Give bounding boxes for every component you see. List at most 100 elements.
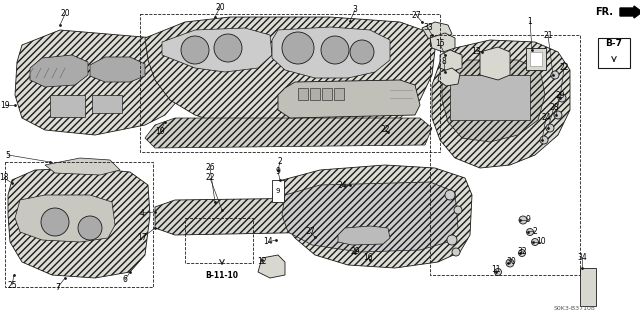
Text: 3: 3 (353, 5, 357, 14)
Polygon shape (278, 80, 420, 118)
Circle shape (531, 239, 538, 246)
Text: 24: 24 (541, 114, 551, 122)
Bar (92, 95, 122, 113)
Text: 28: 28 (549, 102, 559, 112)
Text: 24: 24 (337, 181, 347, 189)
Polygon shape (15, 30, 185, 135)
Polygon shape (45, 158, 120, 175)
Text: 5: 5 (6, 151, 10, 160)
Circle shape (321, 36, 349, 64)
Text: 22: 22 (380, 125, 390, 135)
Polygon shape (15, 195, 115, 242)
Polygon shape (430, 33, 455, 52)
Polygon shape (282, 182, 458, 252)
Text: 18: 18 (0, 174, 9, 182)
Circle shape (41, 208, 69, 236)
Bar (580, 268, 596, 306)
Bar (298, 88, 308, 100)
Polygon shape (145, 17, 435, 135)
Text: 19: 19 (0, 100, 10, 109)
Polygon shape (145, 118, 432, 148)
Bar (598, 38, 630, 68)
Text: 34: 34 (577, 254, 587, 263)
Circle shape (551, 71, 559, 79)
Text: 13: 13 (471, 47, 481, 56)
Polygon shape (8, 168, 150, 278)
Bar (322, 88, 332, 100)
Polygon shape (442, 60, 545, 142)
Text: 9: 9 (276, 167, 280, 175)
Bar (530, 52, 542, 66)
Circle shape (506, 259, 514, 267)
Text: 29: 29 (350, 248, 360, 256)
Circle shape (445, 190, 455, 200)
Text: 14: 14 (263, 238, 273, 247)
FancyArrow shape (620, 6, 640, 18)
Text: 25: 25 (7, 280, 17, 290)
Polygon shape (272, 27, 390, 78)
Circle shape (518, 249, 525, 256)
Polygon shape (30, 55, 88, 87)
Polygon shape (338, 226, 390, 245)
Polygon shape (438, 68, 460, 86)
Text: 30: 30 (506, 256, 516, 265)
Text: 27: 27 (305, 227, 315, 236)
Text: 12: 12 (257, 257, 267, 266)
Circle shape (540, 136, 548, 144)
Text: 19: 19 (155, 128, 165, 137)
Text: 21: 21 (543, 31, 553, 40)
Circle shape (527, 228, 534, 235)
Text: S0K3-B37108: S0K3-B37108 (554, 306, 596, 310)
Circle shape (554, 111, 562, 119)
Circle shape (452, 248, 460, 256)
Text: 2: 2 (532, 226, 538, 235)
Text: B-7: B-7 (605, 40, 623, 48)
Text: 8: 8 (442, 57, 446, 66)
Polygon shape (162, 28, 272, 72)
Text: 10: 10 (536, 238, 546, 247)
Circle shape (447, 235, 457, 245)
Text: 33: 33 (423, 24, 433, 33)
Text: FR.: FR. (595, 7, 613, 17)
Polygon shape (432, 40, 570, 168)
Text: 22: 22 (205, 174, 215, 182)
Circle shape (282, 32, 314, 64)
Circle shape (78, 216, 102, 240)
Circle shape (454, 206, 462, 214)
Bar (272, 180, 284, 202)
Text: 4: 4 (140, 209, 145, 218)
Text: 20: 20 (60, 10, 70, 19)
Text: 7: 7 (56, 283, 60, 292)
Bar (50, 95, 85, 117)
Bar (526, 48, 546, 70)
Text: 22: 22 (559, 63, 569, 72)
Circle shape (214, 34, 242, 62)
Text: 29: 29 (555, 92, 565, 100)
Text: 11: 11 (492, 265, 500, 275)
Text: 1: 1 (527, 17, 532, 26)
Text: 27: 27 (411, 11, 421, 19)
Text: 26: 26 (205, 164, 215, 173)
Circle shape (546, 124, 554, 132)
Polygon shape (272, 165, 472, 268)
Circle shape (350, 40, 374, 64)
Circle shape (558, 94, 566, 102)
Text: 9: 9 (276, 188, 280, 194)
Text: 32: 32 (517, 248, 527, 256)
Bar (450, 75, 530, 120)
Text: 17: 17 (137, 234, 147, 242)
Circle shape (519, 216, 527, 224)
Bar (334, 88, 344, 100)
Polygon shape (90, 57, 145, 82)
Polygon shape (480, 47, 510, 80)
Bar (310, 88, 320, 100)
Polygon shape (440, 50, 462, 72)
Text: 9: 9 (525, 216, 531, 225)
Text: 20: 20 (215, 3, 225, 11)
Text: 2: 2 (278, 158, 282, 167)
Text: 6: 6 (123, 276, 127, 285)
Text: 15: 15 (435, 40, 445, 48)
Circle shape (495, 269, 502, 276)
Text: 16: 16 (363, 254, 373, 263)
Polygon shape (258, 255, 285, 278)
